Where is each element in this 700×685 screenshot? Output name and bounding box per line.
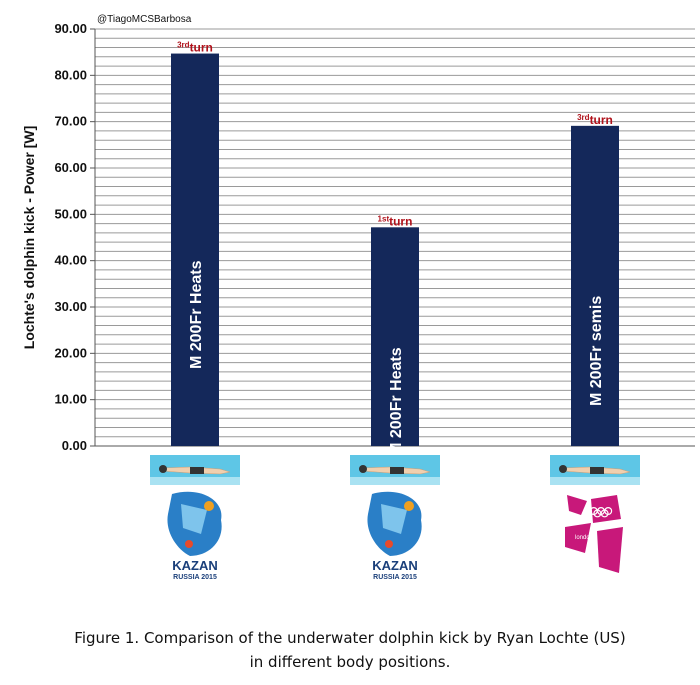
swimmer-suit-icon	[590, 467, 604, 474]
caption-line-2: in different body positions.	[249, 653, 451, 671]
kazan-logo-subtitle: RUSSIA 2015	[373, 574, 417, 581]
category-image: london	[550, 455, 640, 573]
y-tick-label: 60.00	[54, 160, 87, 175]
swimmer-suit-icon	[390, 467, 404, 474]
kazan-emblem-dot-icon	[185, 540, 193, 548]
kazan-logo-title: KAZAN	[372, 558, 418, 573]
bar-category-label: M 200Fr Heats	[388, 347, 405, 456]
bar	[171, 53, 219, 446]
annotation-ordinal: 3rd	[577, 113, 590, 122]
pool-floor-icon	[150, 477, 240, 485]
y-tick-label: 0.00	[62, 438, 87, 453]
swimmer-cap-icon	[359, 465, 367, 473]
bar	[571, 125, 619, 446]
annotation-ordinal: 1st	[378, 214, 390, 223]
y-tick-label: 20.00	[54, 345, 87, 360]
bar-annotation: 3rdturn	[177, 41, 213, 55]
pool-floor-icon	[550, 477, 640, 485]
bar-category-label: M 200Fr semis	[588, 296, 605, 406]
y-axis-label: Lochte's dolphin kick - Power [W]	[21, 126, 37, 349]
bar	[371, 227, 419, 446]
kazan-logo-subtitle: RUSSIA 2015	[173, 574, 217, 581]
y-tick-label: 80.00	[54, 67, 87, 82]
y-tick-label: 40.00	[54, 253, 87, 268]
credit-text: @TiagoMCSBarbosa	[97, 14, 192, 25]
bar-annotation: 3rdturn	[577, 113, 613, 127]
olympic-ring-icon	[600, 509, 609, 518]
annotation-text: turn	[590, 113, 613, 127]
y-tick-label: 50.00	[54, 206, 87, 221]
london-2012-shape-icon	[597, 527, 623, 573]
y-axis-ticks: 0.00 10.00 20.00 30.00 40.00 50.00 60.00 70.00 8…	[54, 21, 95, 453]
swimmer-suit-icon	[190, 467, 204, 474]
kazan-emblem-detail-icon	[181, 504, 207, 534]
kazan-emblem-sun-icon	[204, 501, 214, 511]
kazan-emblem-sun-icon	[404, 501, 414, 511]
swimmer-cap-icon	[159, 465, 167, 473]
kazan-logo-title: KAZAN	[172, 558, 218, 573]
bar-annotation: 1stturn	[378, 214, 413, 228]
kazan-emblem-detail-icon	[381, 504, 407, 534]
bar-category-label: M 200Fr Heats	[188, 260, 205, 369]
figure-caption: Figure 1. Comparison of the underwater d…	[0, 626, 700, 674]
annotation-text: turn	[389, 214, 412, 228]
london-logo-text: london	[575, 535, 593, 541]
y-tick-label: 30.00	[54, 299, 87, 314]
pool-floor-icon	[350, 477, 440, 485]
kazan-emblem-dot-icon	[385, 540, 393, 548]
london-2012-shape-icon	[567, 495, 587, 515]
bar-chart: @TiagoMCSBarbosa 0.00 10.00 20.00 30.00 40.0…	[21, 14, 695, 581]
y-tick-label: 10.00	[54, 392, 87, 407]
annotation-text: turn	[190, 41, 213, 55]
caption-line-1: Figure 1. Comparison of the underwater d…	[74, 629, 626, 647]
swimmer-cap-icon	[559, 465, 567, 473]
london-2012-shape-icon	[565, 523, 591, 553]
y-tick-label: 70.00	[54, 114, 87, 129]
y-tick-label: 90.00	[54, 21, 87, 36]
annotation-ordinal: 3rd	[177, 41, 190, 50]
